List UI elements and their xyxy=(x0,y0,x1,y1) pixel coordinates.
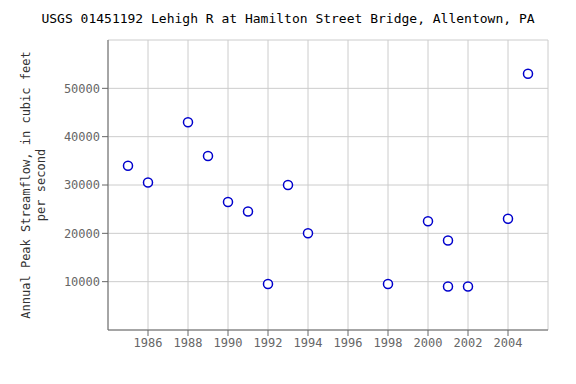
svg-text:2002: 2002 xyxy=(454,336,483,350)
html-text:USGS 01451192 Lehigh R at Hami: USGS 01451192 Lehigh R at Hamilton Stree… xyxy=(41,11,535,26)
svg-text:1996: 1996 xyxy=(334,336,363,350)
svg-text:2004: 2004 xyxy=(494,336,523,350)
svg-text:30000: 30000 xyxy=(64,178,100,192)
svg-text:1988: 1988 xyxy=(174,336,203,350)
svg-text:20000: 20000 xyxy=(64,227,100,241)
svg-text:40000: 40000 xyxy=(64,130,100,144)
svg-text:Annual Peak Streamflow, in cub: Annual Peak Streamflow, in cubic feetper… xyxy=(19,51,48,318)
svg-text:1990: 1990 xyxy=(214,336,243,350)
svg-text:1992: 1992 xyxy=(254,336,283,350)
svg-text:1998: 1998 xyxy=(374,336,403,350)
svg-text:50000: 50000 xyxy=(64,82,100,96)
svg-text:10000: 10000 xyxy=(64,275,100,289)
svg-text:2000: 2000 xyxy=(414,336,443,350)
svg-text:1994: 1994 xyxy=(294,336,323,350)
svg-text:1986: 1986 xyxy=(134,336,163,350)
